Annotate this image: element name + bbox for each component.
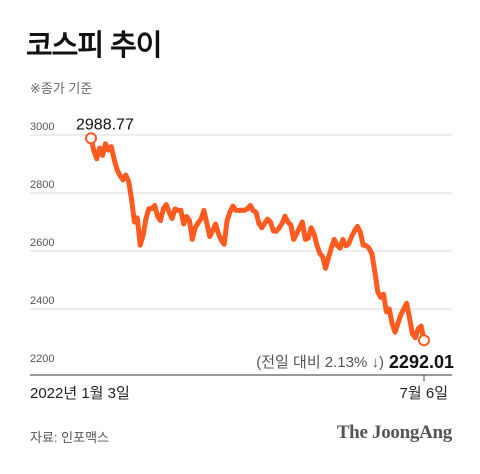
end-value-label: 2292.01 bbox=[389, 352, 454, 372]
series-line-kospi bbox=[88, 135, 427, 343]
y-tick-label-3000: 3000 bbox=[30, 121, 54, 133]
x-axis-end-label: 7월 6일 bbox=[400, 385, 448, 402]
source-note: 자료: 인포맥스 bbox=[30, 430, 109, 445]
end-point-marker bbox=[418, 334, 430, 347]
y-tick-label-2600: 2600 bbox=[30, 237, 54, 249]
chart-subtitle: ※종가 기준 bbox=[30, 81, 93, 96]
x-axis-start-label: 2022년 1월 3일 bbox=[30, 385, 130, 402]
y-tick-label-2200: 2200 bbox=[30, 353, 54, 365]
publisher-logo: The JoongAng bbox=[336, 422, 452, 443]
end-change-label: (전일 대비 2.13% ↓) bbox=[256, 354, 384, 371]
y-tick-label-2400: 2400 bbox=[30, 295, 54, 307]
start-point-marker bbox=[85, 132, 97, 145]
y-tick-label-2800: 2800 bbox=[30, 179, 54, 191]
chart-title: 코스피 추이 bbox=[26, 30, 162, 62]
gridlines bbox=[30, 134, 452, 310]
y-axis-ticks: 2200 2400 2600 2800 3000 bbox=[30, 121, 54, 365]
start-value-label: 2988.77 bbox=[76, 116, 134, 133]
